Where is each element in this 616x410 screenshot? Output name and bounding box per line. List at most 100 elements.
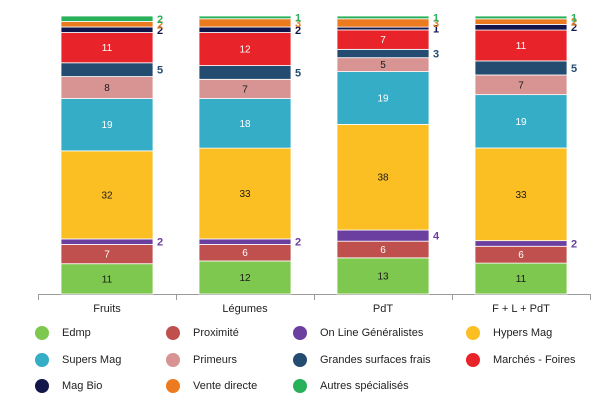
x-tick-label-f-l-pdt: F + L + PdT <box>492 303 550 315</box>
data-label-supers-mag-legumes: 18 <box>239 119 251 130</box>
bar-segment-edmp-fruits <box>60 263 154 295</box>
data-label-vente-directe-f-l-pdt: 2 <box>571 17 577 29</box>
legend-label-on-line-generalistes: On Line Généralistes <box>320 327 424 339</box>
data-label-edmp-pdt: 13 <box>377 271 389 282</box>
bar-segment-on-line-generalistes-pdt <box>336 229 430 242</box>
legend-item-primeurs: Primeurs <box>166 352 237 368</box>
data-label-vente-directe-pdt: 3 <box>433 18 439 30</box>
bar-segment-supers-mag-legumes <box>198 98 292 149</box>
legend-label-hypers-mag: Hypers Mag <box>493 327 553 339</box>
bar-segment-autres-specialises-legumes <box>198 15 292 20</box>
bar-segment-hypers-mag-fruits <box>60 150 154 240</box>
bar-segment-marches-foires-legumes <box>198 32 292 66</box>
data-label-primeurs-pdt: 5 <box>380 60 386 71</box>
legend-label-edmp: Edmp <box>62 327 91 339</box>
data-label-supers-mag-fruits: 19 <box>101 120 113 131</box>
legend-label-grandes-surfaces-frais: Grandes surfaces frais <box>320 354 431 366</box>
bar-segment-edmp-pdt <box>336 257 430 295</box>
data-label-on-line-generalistes-legumes: 2 <box>295 237 301 249</box>
legend-label-autres-specialises: Autres spécialisés <box>320 380 409 392</box>
data-label-marches-foires-pdt: 7 <box>380 35 386 46</box>
data-label-edmp-f-l-pdt: 11 <box>516 274 527 285</box>
data-label-vente-directe-legumes: 3 <box>295 18 301 30</box>
data-label-vente-directe-fruits: 2 <box>157 19 163 31</box>
bar-segment-autres-specialises-fruits <box>60 15 154 22</box>
legend-label-mag-bio: Mag Bio <box>62 380 103 392</box>
x-tick-label-pdt: PdT <box>373 303 393 315</box>
bar-segment-supers-mag-fruits <box>60 98 154 152</box>
legend-swatch-proximite <box>166 326 180 340</box>
data-label-edmp-legumes: 12 <box>239 273 251 284</box>
bar-segment-vente-directe-pdt <box>336 18 430 28</box>
bar-segment-hypers-mag-pdt <box>336 124 430 231</box>
legend: Edmp Proximité On Line Généralistes Hype… <box>0 322 616 410</box>
bar-segment-mag-bio-fruits <box>60 26 154 33</box>
data-label-proximite-fruits: 7 <box>104 250 110 261</box>
legend-item-hypers-mag: Hypers Mag <box>466 325 552 341</box>
bar-segment-vente-directe-legumes <box>198 18 292 28</box>
bar-segment-mag-bio-legumes <box>198 26 292 33</box>
data-label-autres-specialises-fruits: 2 <box>157 14 163 26</box>
legend-label-supers-mag: Supers Mag <box>62 354 122 366</box>
legend-swatch-grandes-surfaces-frais <box>293 353 307 367</box>
legend-item-supers-mag: Supers Mag <box>35 352 121 368</box>
data-label-grandes-surfaces-frais-fruits: 5 <box>157 65 163 77</box>
bar-segment-hypers-mag-legumes <box>198 147 292 240</box>
data-label-on-line-generalistes-fruits: 2 <box>157 237 163 249</box>
data-label-mag-bio-pdt: 1 <box>433 24 439 36</box>
legend-label-proximite: Proximité <box>193 327 239 339</box>
data-label-mag-bio-f-l-pdt: 2 <box>571 22 577 34</box>
bar-segment-autres-specialises-pdt <box>336 15 430 20</box>
legend-swatch-edmp <box>35 326 49 340</box>
legend-item-edmp: Edmp <box>35 325 91 341</box>
data-label-marches-foires-legumes: 12 <box>239 45 251 56</box>
legend-swatch-marches-foires <box>466 353 480 367</box>
legend-item-on-line-generalistes: On Line Généralistes <box>293 325 423 341</box>
data-label-marches-foires-fruits: 11 <box>102 43 113 54</box>
legend-swatch-primeurs <box>166 353 180 367</box>
data-label-proximite-f-l-pdt: 6 <box>518 250 524 261</box>
data-label-on-line-generalistes-f-l-pdt: 2 <box>571 238 577 250</box>
bar-segment-on-line-generalistes-f-l-pdt <box>474 240 568 247</box>
legend-swatch-autres-specialises <box>293 379 307 393</box>
legend-label-vente-directe: Vente directe <box>193 380 258 392</box>
data-label-on-line-generalistes-pdt: 4 <box>433 231 440 243</box>
legend-label-marches-foires: Marchés - Foires <box>493 354 576 366</box>
data-label-grandes-surfaces-frais-pdt: 3 <box>433 49 439 61</box>
data-label-supers-mag-pdt: 19 <box>377 94 389 105</box>
bar-segment-edmp-legumes <box>198 260 292 295</box>
data-label-primeurs-fruits: 8 <box>104 83 110 94</box>
legend-label-primeurs: Primeurs <box>193 354 238 366</box>
x-tick-label-legumes: Légumes <box>222 303 268 315</box>
legend-swatch-vente-directe <box>166 379 180 393</box>
data-label-proximite-pdt: 6 <box>380 245 386 256</box>
data-label-grandes-surfaces-frais-f-l-pdt: 5 <box>571 63 577 75</box>
legend-swatch-hypers-mag <box>466 326 480 340</box>
data-label-mag-bio-legumes: 2 <box>295 25 301 37</box>
bar-segment-vente-directe-fruits <box>60 21 154 28</box>
bar-segment-mag-bio-f-l-pdt <box>474 24 568 31</box>
data-label-marches-foires-f-l-pdt: 11 <box>516 41 527 52</box>
data-label-edmp-fruits: 11 <box>102 274 113 285</box>
bar-segment-grandes-surfaces-frais-pdt <box>336 48 430 59</box>
legend-swatch-mag-bio <box>35 379 49 393</box>
data-label-autres-specialises-pdt: 1 <box>433 12 439 24</box>
bar-segment-vente-directe-f-l-pdt <box>474 18 568 25</box>
legend-item-autres-specialises: Autres spécialisés <box>293 378 409 394</box>
data-label-autres-specialises-f-l-pdt: 1 <box>571 12 577 24</box>
legend-item-marches-foires: Marchés - Foires <box>466 352 576 368</box>
bar-segment-marches-foires-f-l-pdt <box>474 29 568 62</box>
bar-segment-mag-bio-pdt <box>336 26 430 31</box>
legend-item-grandes-surfaces-frais: Grandes surfaces frais <box>293 352 431 368</box>
bar-segment-edmp-f-l-pdt <box>474 262 568 295</box>
x-tick-label-fruits: Fruits <box>93 303 121 315</box>
legend-swatch-on-line-generalistes <box>293 326 307 340</box>
bar-segment-grandes-surfaces-frais-f-l-pdt <box>474 60 568 76</box>
bar-segment-on-line-generalistes-legumes <box>198 238 292 245</box>
data-label-grandes-surfaces-frais-legumes: 5 <box>295 67 301 79</box>
bar-segment-supers-mag-f-l-pdt <box>474 94 568 149</box>
data-label-hypers-mag-pdt: 38 <box>377 173 389 184</box>
data-label-hypers-mag-legumes: 33 <box>239 189 251 200</box>
bar-segment-grandes-surfaces-frais-fruits <box>60 62 154 77</box>
data-label-primeurs-f-l-pdt: 7 <box>518 80 524 91</box>
